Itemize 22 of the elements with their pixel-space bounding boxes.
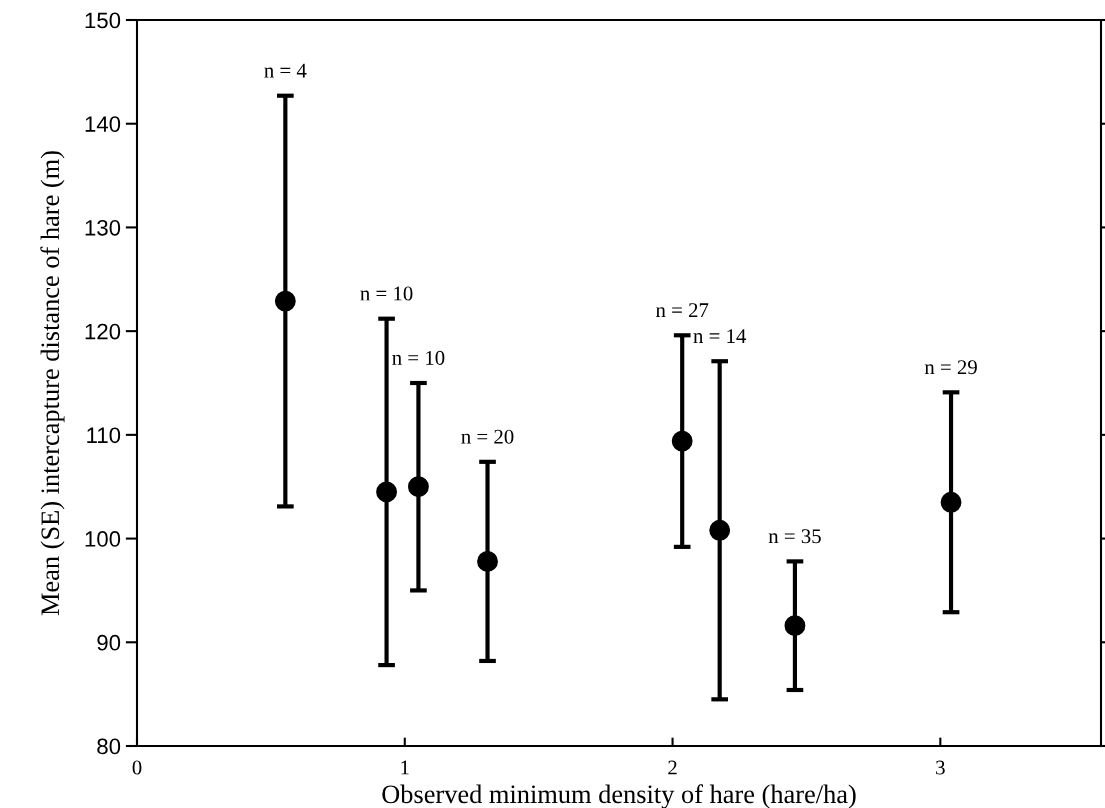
y-tick-label: 150	[85, 12, 121, 29]
y-tick-label: 80	[97, 738, 121, 755]
y-tick-label: 90	[97, 634, 121, 651]
annotation: n = 10	[392, 350, 445, 365]
x-tick-label: 0	[132, 760, 142, 775]
annotation: n = 20	[461, 429, 514, 444]
y-tick-label: 120	[85, 323, 121, 340]
annotation: n = 10	[360, 286, 413, 301]
y-axis-title: Mean (SE) intercapture distance of hare (m)	[40, 151, 65, 616]
annotation: n = 27	[655, 303, 709, 317]
y-tick-label: 100	[85, 531, 121, 547]
y-tick-label: 110	[87, 427, 121, 444]
annotation: n = 4	[264, 63, 307, 78]
x-axis-title: Observed minimum density of hare (hare/ha)	[382, 784, 856, 808]
annotation: n = 29	[924, 360, 977, 375]
x-tick-label: 2	[668, 760, 677, 775]
x-tick-label: 3	[936, 760, 945, 775]
x-tick-label: 1	[401, 760, 409, 775]
annotation: n = 14	[693, 329, 747, 343]
annotation: n = 35	[768, 529, 821, 544]
y-tick-label: 140	[85, 116, 121, 132]
y-tick-label: 130	[85, 219, 121, 236]
